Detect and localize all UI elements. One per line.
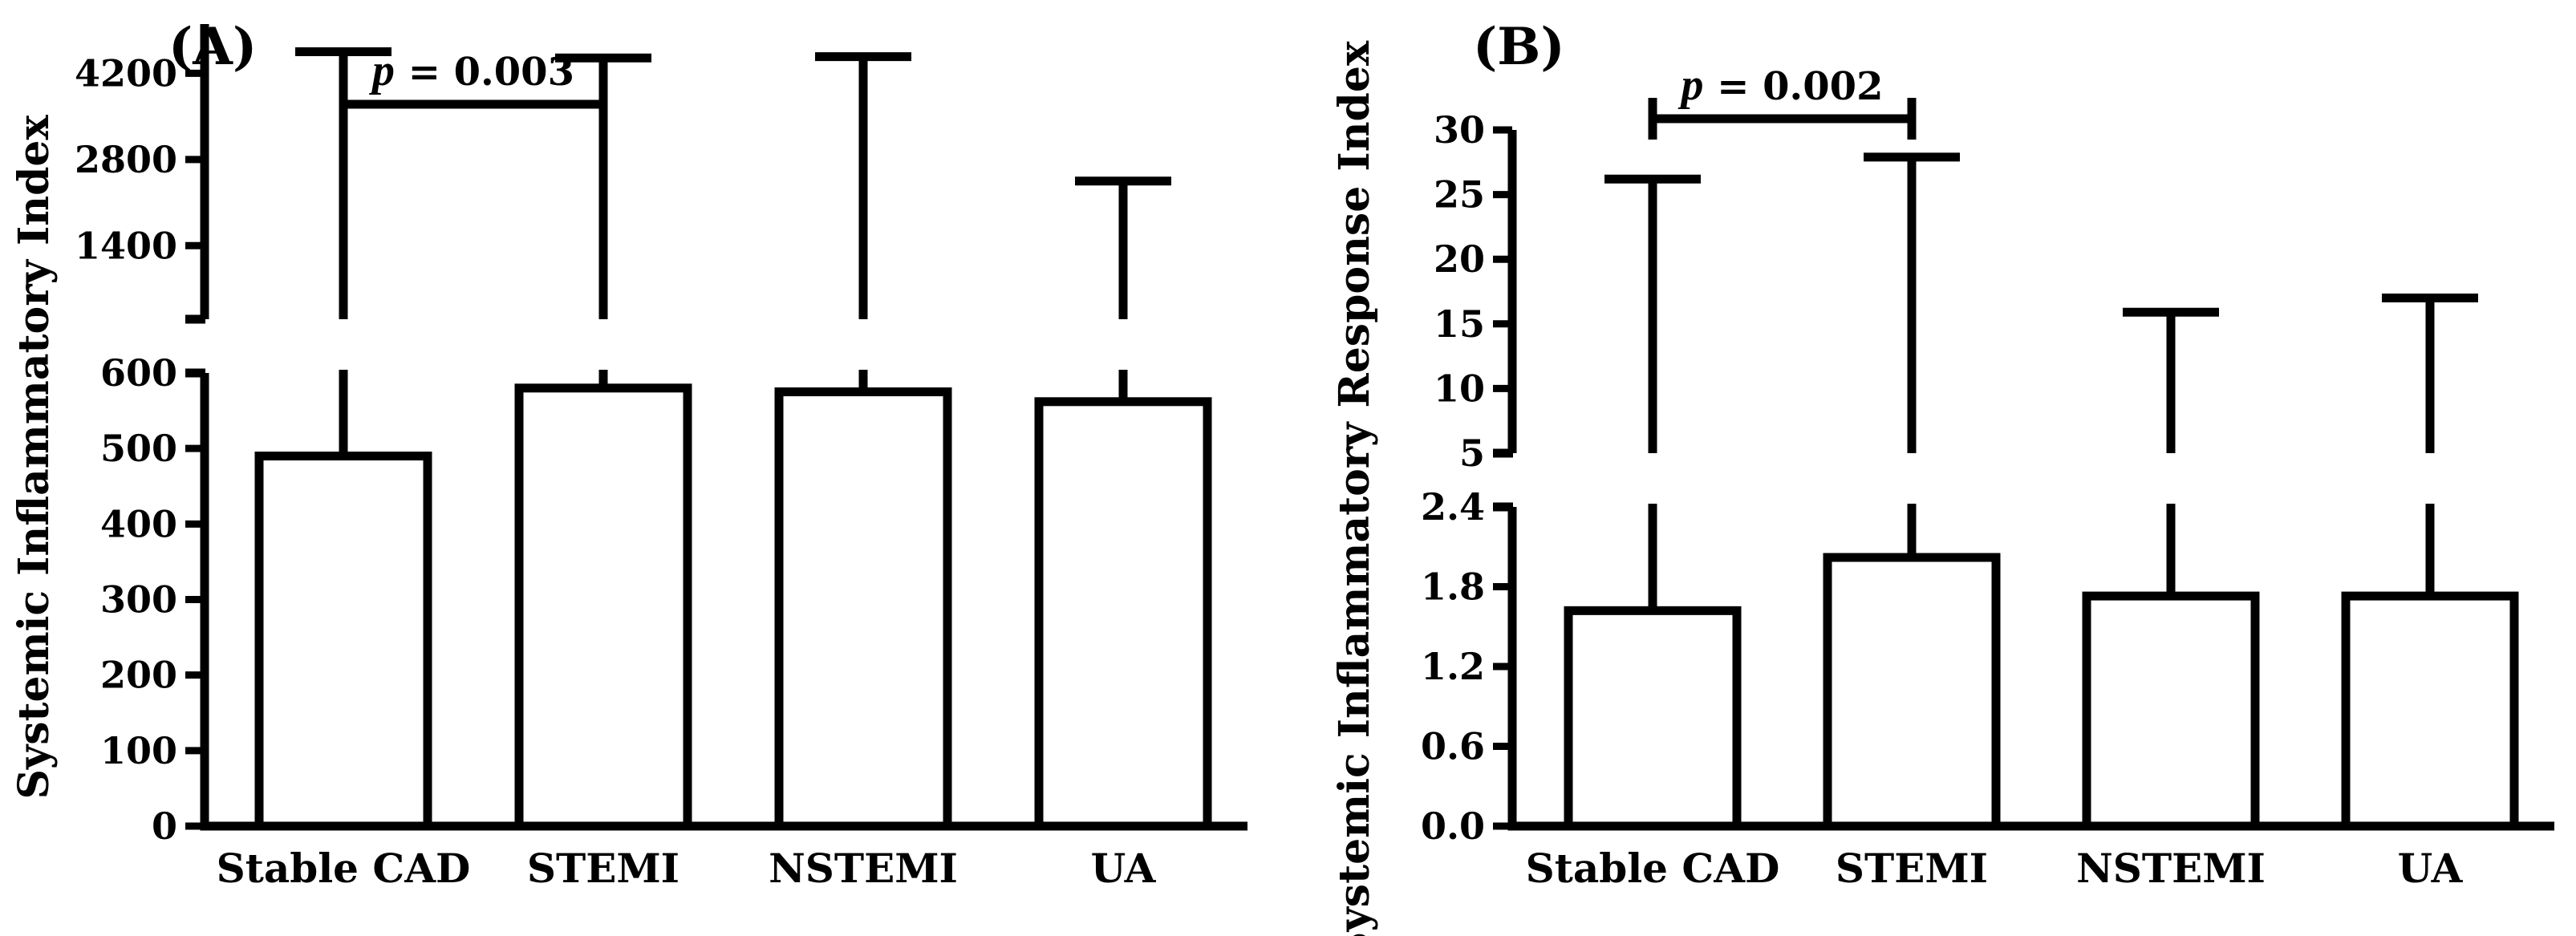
y-tick-label-b: 15 <box>1434 302 1485 346</box>
bar-stemi-b <box>1823 553 2001 831</box>
panel-label-b: (B) <box>1473 17 1565 77</box>
y-tick-label-b: 20 <box>1434 237 1485 281</box>
y-tick-label-b: 30 <box>1434 108 1485 152</box>
panel-label-a: (A) <box>168 17 257 77</box>
y-tick-label-b: 10 <box>1434 367 1485 410</box>
x-tick-label-ua-a: UA <box>1091 845 1157 892</box>
y-tick-label-b: 5 <box>1459 432 1485 475</box>
y-tick-label-a: 0 <box>152 804 177 848</box>
y-tick-label-a: 400 <box>100 502 177 545</box>
y-tick-label-b: 0.6 <box>1421 725 1485 768</box>
y-tick-label-a: 500 <box>100 427 177 470</box>
y-tick-label-a: 2800 <box>75 138 177 181</box>
panel-a: (A) Systemic Inflammatory Index 0 100 200 3… <box>10 17 1247 892</box>
x-tick-label-ua-b: UA <box>2398 845 2464 892</box>
y-tick-label-a: 200 <box>100 654 177 697</box>
y-tick-label-a: 100 <box>100 729 177 772</box>
bar-stemi-a <box>514 383 692 831</box>
y-tick-label-a: 1400 <box>75 224 177 267</box>
x-tick-label-stemi-b: STEMI <box>1836 845 1988 892</box>
x-tick-label-stable-cad-b: Stable CAD <box>1526 845 1780 892</box>
y-axis-title-a: Systemic Inflammatory Index <box>10 114 59 799</box>
bar-ua-b <box>2341 591 2519 831</box>
bar-nstemi-a <box>774 387 952 831</box>
p-value-annotation-a: p = 0.003 <box>369 46 574 95</box>
y-tick-label-b: 1.2 <box>1421 645 1485 688</box>
y-tick-label-b: 1.8 <box>1421 565 1485 609</box>
bar-stable-cad-b <box>1564 606 1742 831</box>
y-tick-label-b: 2.4 <box>1421 485 1485 529</box>
y-tick-label-a: 4200 <box>75 51 177 95</box>
y-tick-label-a: 300 <box>100 578 177 622</box>
y-axis-title-b: Systemic Inflammatory Response Index <box>1330 40 1379 936</box>
p-value-annotation-b: p = 0.002 <box>1678 60 1884 110</box>
y-tick-label-a: 600 <box>100 351 177 395</box>
panel-b: (B) Systemic Inflammatory Response Index… <box>1330 17 2554 936</box>
x-tick-label-nstemi-a: NSTEMI <box>769 845 958 892</box>
y-tick-label-b: 0.0 <box>1421 804 1485 848</box>
bar-nstemi-b <box>2082 591 2260 831</box>
x-tick-label-nstemi-b: NSTEMI <box>2076 845 2266 892</box>
y-tick-label-b: 25 <box>1434 173 1485 217</box>
bar-ua-a <box>1034 397 1212 831</box>
x-tick-label-stable-cad-a: Stable CAD <box>217 845 471 892</box>
x-tick-label-stemi-a: STEMI <box>527 845 679 892</box>
bar-stable-cad-a <box>254 452 432 831</box>
